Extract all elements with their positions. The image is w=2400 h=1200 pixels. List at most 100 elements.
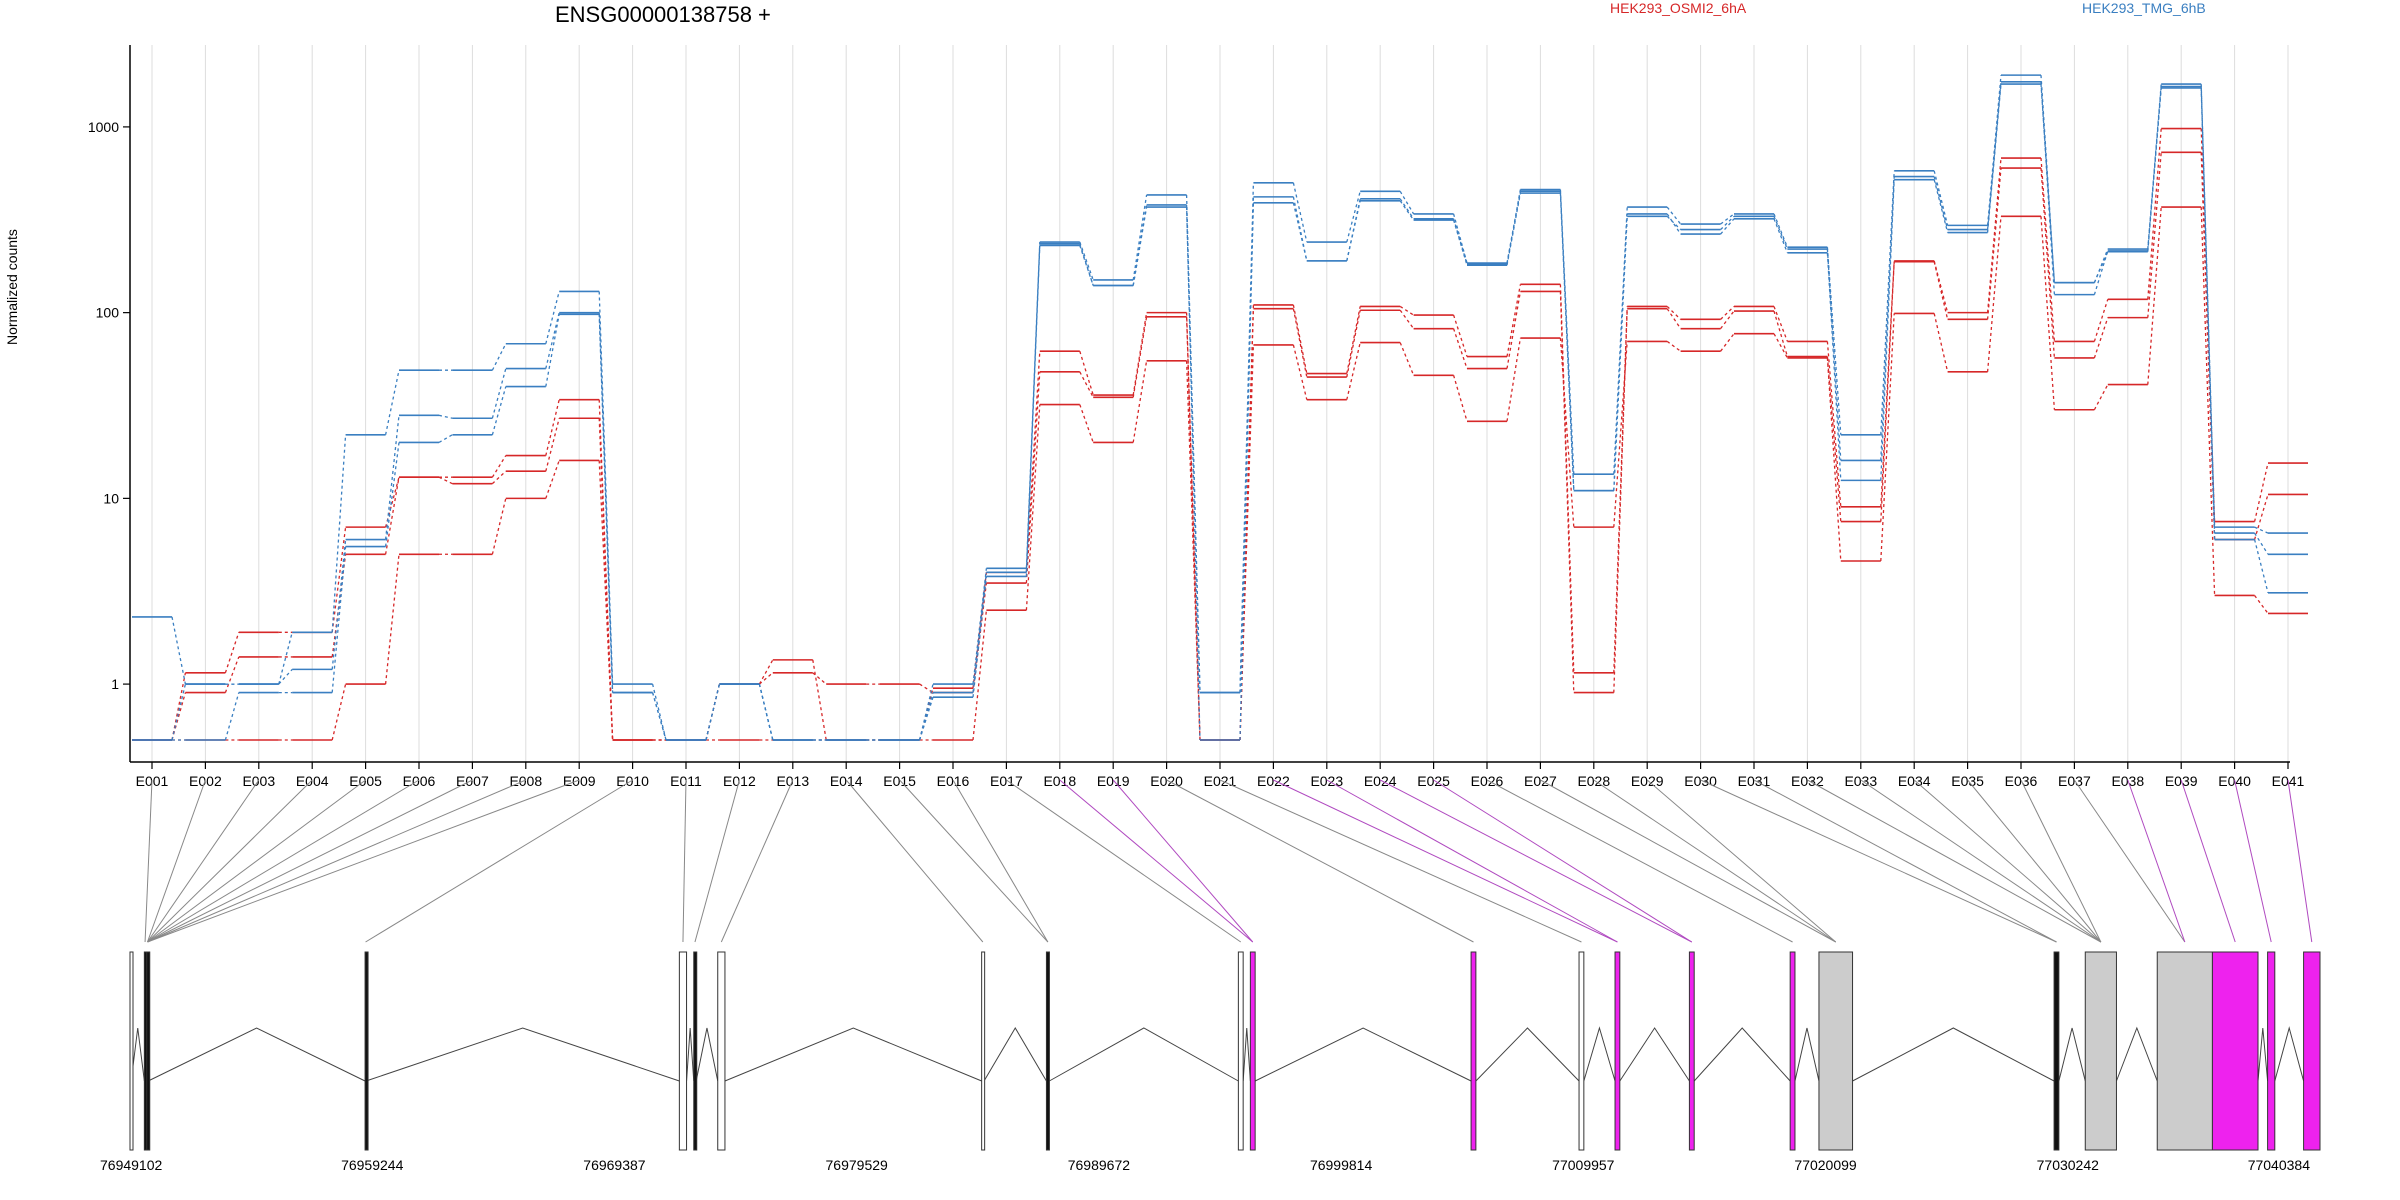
series-connector (172, 84, 2269, 741)
mapping-line (845, 779, 984, 943)
mapping-line (1433, 779, 1693, 943)
x-tick-label: E021 (1204, 773, 1237, 789)
genome-coordinate-label: 76979529 (826, 1157, 889, 1173)
mapping-line (1807, 779, 2102, 943)
mapping-line (899, 779, 1049, 943)
y-tick-label: 1000 (88, 119, 119, 135)
mapping-line (1379, 779, 1693, 943)
mapping-line (1540, 779, 1836, 943)
mapping-line (1753, 779, 2057, 943)
mapping-line (147, 779, 473, 943)
exon-box (1470, 951, 1477, 1151)
exon-box (678, 951, 688, 1151)
genome-coordinate-label: 77040384 (2248, 1157, 2311, 1173)
y-tick-label: 100 (96, 305, 120, 321)
mapping-line (1860, 779, 2102, 943)
mapping-line (2073, 779, 2186, 943)
mapping-line (1593, 779, 1837, 943)
x-tick-label: E034 (1898, 773, 1931, 789)
x-tick-label: E019 (1097, 773, 1130, 789)
intron-line (724, 1027, 982, 1082)
exon-box (1237, 951, 1244, 1151)
chart-title: ENSG00000138758 + (555, 2, 771, 27)
genome-coordinate-label: 76999814 (1310, 1157, 1373, 1173)
genome-coordinate-label: 77009957 (1552, 1157, 1615, 1173)
intron-line (1242, 1027, 1251, 1082)
x-tick-label: E035 (1951, 773, 1984, 789)
mapping-line (1112, 779, 1254, 943)
genome-coordinate-label: 77020099 (1794, 1157, 1857, 1173)
intron-line (1583, 1026, 1616, 1082)
exon-box (364, 951, 369, 1151)
mapping-line (147, 779, 580, 943)
x-tick-label: E007 (456, 773, 489, 789)
x-tick-label: E018 (1043, 773, 1076, 789)
intron-line (2257, 1027, 2269, 1082)
mapping-line (144, 779, 153, 943)
exon-box (2084, 951, 2117, 1151)
x-tick-label: E015 (883, 773, 916, 789)
mapping-line (682, 779, 687, 943)
mapping-line (694, 779, 740, 943)
intron-line (695, 1027, 719, 1082)
mapping-line (147, 779, 260, 943)
intron-line (686, 1027, 695, 1082)
mapping-line (1967, 779, 2102, 943)
x-tick-label: E025 (1417, 773, 1450, 789)
intron-line (1794, 1027, 1820, 1082)
exon-box (1688, 951, 1695, 1151)
exon-box (1578, 951, 1585, 1151)
genome-coordinate-label: 76949102 (100, 1157, 163, 1173)
mapping-line (146, 779, 206, 943)
x-tick-label: E014 (830, 773, 863, 789)
mapping-line (2287, 779, 2313, 943)
x-tick-label: E009 (563, 773, 596, 789)
genome-coordinate-label: 76969387 (583, 1157, 646, 1173)
intron-line (1619, 1027, 1690, 1082)
exon-box (2053, 951, 2060, 1151)
mapping-line (365, 779, 633, 943)
exon-box (2211, 951, 2259, 1151)
mapping-line (2020, 779, 2102, 943)
legend-osmi2: HEK293_OSMI2_6hA (1610, 0, 1747, 16)
mapping-line (1006, 779, 1242, 943)
x-tick-label: E020 (1150, 773, 1183, 789)
intron-line (1852, 1027, 2055, 1082)
x-tick-label: E017 (990, 773, 1023, 789)
x-tick-label: E008 (509, 773, 542, 789)
mapping-line (720, 779, 794, 943)
mapping-line (1700, 779, 2057, 943)
series-connector (171, 152, 2269, 741)
exon-box (1045, 951, 1050, 1151)
genome-coordinate-label: 76959244 (341, 1157, 404, 1173)
exon-box (2156, 951, 2213, 1151)
genome-coordinate-label: 76989672 (1068, 1157, 1131, 1173)
mapping-line (1219, 779, 1582, 943)
mapping-line (1166, 779, 1474, 943)
mapping-line (2127, 779, 2186, 943)
x-tick-label: E003 (242, 773, 275, 789)
intron-line (1254, 1027, 1472, 1082)
mapping-line (147, 779, 366, 943)
exon-box (2303, 951, 2321, 1151)
x-tick-label: E029 (1631, 773, 1664, 789)
intron-line (2274, 1026, 2305, 1082)
exon-box (1789, 951, 1796, 1151)
x-tick-label: E004 (296, 773, 329, 789)
mapping-line (1913, 779, 2102, 943)
intron-line (1693, 1027, 1791, 1082)
x-tick-label: E026 (1471, 773, 1504, 789)
intron-line (2058, 1027, 2086, 1082)
intron-line (1049, 1027, 1239, 1082)
mapping-line (1646, 779, 1837, 943)
x-tick-label: E028 (1577, 773, 1610, 789)
exon-box (717, 951, 726, 1151)
y-tick-label: 10 (103, 490, 119, 506)
mapping-line (2180, 779, 2236, 943)
mapping-line (147, 779, 313, 943)
mapping-line (2234, 779, 2272, 943)
legend-tmg: HEK293_TMG_6hB (2082, 0, 2206, 16)
exon-box (1249, 951, 1256, 1151)
mapping-line (952, 779, 1049, 943)
